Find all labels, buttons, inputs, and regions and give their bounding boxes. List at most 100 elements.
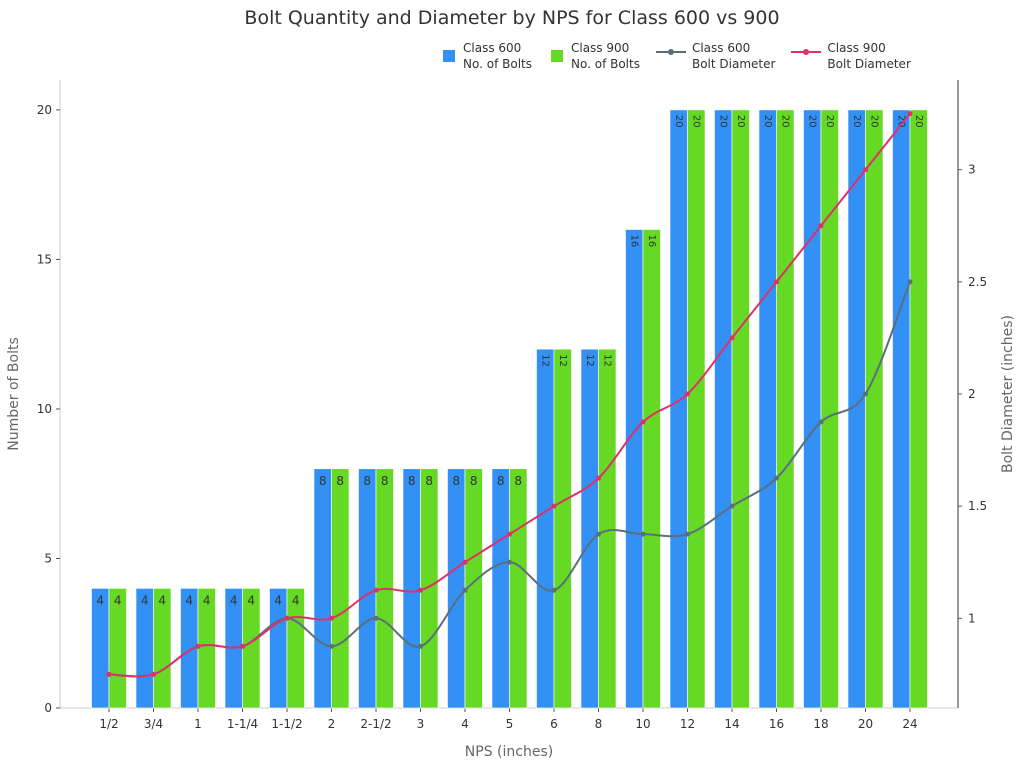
y2-tick-label: 2 [968,387,976,401]
bar-class900 [509,468,528,709]
bar-class600 [758,109,777,709]
point-class900-diameter [240,643,245,649]
y-tick-label: 20 [37,103,52,117]
legend-item: Class 600 Bolt Diameter [655,40,776,72]
x-tick-label: 3 [417,717,425,731]
bar-label: 8 [514,474,522,488]
bar-label: 20 [868,115,879,128]
x-tick-label: 18 [813,717,828,731]
x-tick-label: 20 [858,717,873,731]
x-tick-label: 4 [461,717,469,731]
bar-class900 [108,588,127,709]
point-class600-diameter [507,559,512,565]
point-class600-diameter [373,615,379,621]
bar-label: 4 [274,593,282,607]
bar-class900 [687,109,706,709]
chart-title: Bolt Quantity and Diameter by NPS for Cl… [244,7,780,29]
bar-label: 20 [851,115,862,128]
bar-label: 20 [806,115,817,128]
bar-label: 8 [336,474,344,488]
bar-label: 20 [895,115,906,128]
bar-class900 [642,229,661,709]
point-class900-diameter [907,111,913,117]
point-class900-diameter [729,335,735,341]
bar-label: 12 [601,354,612,367]
bar-label: 8 [425,474,433,488]
bar-class600 [625,229,644,709]
legend-item: Class 900 No. of Bolts [548,40,640,72]
bar-label: 8 [470,474,478,488]
x-tick-label: 3/4 [144,717,163,731]
x-tick-label: 8 [595,717,603,731]
point-class900-diameter [685,391,690,397]
bar-label: 8 [363,474,371,488]
bar-label: 16 [646,235,657,248]
bar-class900 [598,348,617,709]
x-tick-label: 24 [902,717,917,731]
bar-label: 20 [735,115,746,128]
legend-label: Class 900 Bolt Diameter [827,41,911,71]
point-class600-diameter [685,531,690,537]
point-class600-diameter [729,503,735,509]
bar-class900 [909,109,928,709]
legend-line-marker [655,44,686,56]
bar-label: 4 [185,593,193,607]
bar-label: 4 [114,593,122,607]
bar-label: 12 [539,354,550,367]
bar-class900 [820,109,839,709]
point-class600-diameter [863,391,868,397]
legend-label: Class 900 No. of Bolts [570,41,640,71]
bar-label: 8 [452,474,460,488]
bar-label: 4 [203,593,211,607]
x-tick-label: 1-1/4 [227,717,258,731]
bar-class900 [731,109,750,709]
point-class900-diameter [373,587,379,593]
bar-label: 20 [913,115,924,128]
point-class600-diameter [551,587,557,593]
bar-class600 [714,109,733,709]
point-class900-diameter [863,167,868,173]
x-tick-label: 12 [680,717,695,731]
y2-tick-label: 2.5 [968,275,987,289]
legend-item: Class 900 Bolt Diameter [791,40,911,72]
bar-label: 8 [408,474,416,488]
bar-label: 20 [690,115,701,128]
bar-class600 [447,468,466,709]
y-tick-label: 15 [37,252,52,266]
x-tick-label: 6 [550,717,558,731]
bar-label: 20 [717,115,728,128]
point-class900-diameter [818,223,824,229]
point-class900-diameter [596,475,601,481]
bar-label: 8 [381,474,389,488]
bar-label: 4 [247,593,255,607]
y2-axis-label: Bolt Diameter (inches) [1000,315,1016,473]
bar-class900 [776,109,795,709]
bar-label: 20 [824,115,835,128]
bar-label: 20 [779,115,790,128]
bar-label: 12 [584,354,595,367]
bar-label: 4 [292,593,300,607]
point-class600-diameter [329,643,334,649]
x-tick-label: 1/2 [99,717,118,731]
point-class900-diameter [551,503,557,509]
point-class900-diameter [774,279,779,285]
y-tick-label: 0 [44,701,52,715]
point-class600-diameter [774,475,779,481]
legend-label: Class 600 Bolt Diameter [691,41,776,71]
bar-class600 [313,468,332,709]
y-tick-label: 5 [44,551,52,565]
bar-label: 4 [96,593,104,607]
bar-class600 [402,468,421,709]
y2-tick-label: 1.5 [968,499,987,513]
point-class600-diameter [418,643,423,649]
point-class900-diameter [462,559,468,565]
bar-class600 [892,109,911,709]
bar-class600 [669,109,688,709]
point-class900-diameter [284,615,290,621]
x-tick-label: 1-1/2 [271,717,302,731]
bar-label: 20 [673,115,684,128]
bar-label: 12 [557,354,568,367]
bar-label: 8 [319,474,327,488]
point-class900-diameter [418,587,423,593]
